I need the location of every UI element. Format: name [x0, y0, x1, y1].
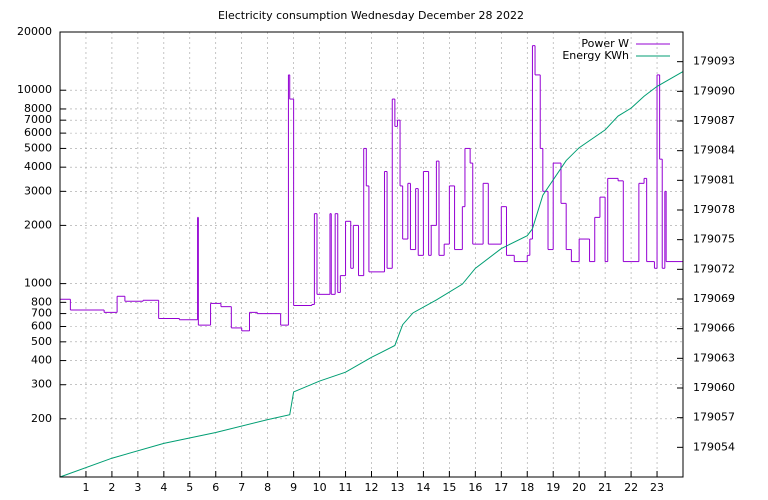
x-tick-label: 23 [650, 481, 664, 494]
y-tick-label: 2000 [24, 218, 52, 231]
x-tick-label: 14 [416, 481, 430, 494]
energy-line [59, 71, 684, 478]
y2-tick-label: 179087 [693, 114, 735, 127]
x-tick-label: 4 [160, 481, 167, 494]
x-tick-label: 18 [520, 481, 534, 494]
x-tick-label: 8 [264, 481, 271, 494]
y2-tick-label: 179072 [693, 262, 735, 275]
y-tick-label: 1000 [24, 277, 52, 290]
y-tick-label: 8000 [24, 102, 52, 115]
y-tick-label: 200 [31, 412, 52, 425]
x-tick-label: 6 [212, 481, 219, 494]
x-tick-label: 5 [186, 481, 193, 494]
y-tick-label: 600 [31, 320, 52, 333]
x-tick-label: 12 [365, 481, 379, 494]
y-tick-label: 400 [31, 354, 52, 367]
x-tick-label: 20 [572, 481, 586, 494]
x-tick-label: 2 [108, 481, 115, 494]
x-tick-label: 19 [546, 481, 560, 494]
chart-title: Electricity consumption Wednesday Decemb… [218, 9, 524, 22]
y-tick-label: 800 [31, 295, 52, 308]
y2-tick-label: 179069 [693, 292, 735, 305]
y-tick-label: 500 [31, 335, 52, 348]
x-tick-label: 13 [390, 481, 404, 494]
y2-tick-label: 179078 [693, 203, 735, 216]
y2-tick-label: 179054 [693, 440, 735, 453]
x-tick-label: 17 [494, 481, 508, 494]
x-tick-label: 7 [238, 481, 245, 494]
y-tick-label: 700 [31, 307, 52, 320]
x-tick-label: 11 [339, 481, 353, 494]
x-tick-label: 21 [598, 481, 612, 494]
y-tick-label: 10000 [17, 83, 52, 96]
x-tick-label: 9 [290, 481, 297, 494]
y2-tick-label: 179060 [693, 381, 735, 394]
legend-label: Energy KWh [562, 49, 629, 62]
y-tick-label: 6000 [24, 126, 52, 139]
legend-label: Power W [581, 37, 629, 50]
y2-tick-label: 179090 [693, 84, 735, 97]
x-tick-label: 1 [82, 481, 89, 494]
y-tick-label: 7000 [24, 113, 52, 126]
x-tick-label: 15 [442, 481, 456, 494]
x-tick-label: 3 [134, 481, 141, 494]
y-tick-label: 20000 [17, 25, 52, 38]
y2-tick-label: 179075 [693, 233, 735, 246]
y-tick-label: 300 [31, 378, 52, 391]
y2-tick-label: 179063 [693, 351, 735, 364]
y2-tick-label: 179081 [693, 173, 735, 186]
y-tick-label: 5000 [24, 141, 52, 154]
y2-tick-label: 179084 [693, 144, 735, 157]
x-tick-label: 10 [313, 481, 327, 494]
plot-border [59, 31, 684, 478]
y2-tick-label: 179066 [693, 322, 735, 335]
y2-tick-label: 179093 [693, 55, 735, 68]
x-tick-label: 16 [468, 481, 482, 494]
y-tick-label: 4000 [24, 160, 52, 173]
y-tick-label: 3000 [24, 184, 52, 197]
x-tick-label: 22 [624, 481, 638, 494]
y2-tick-label: 179057 [693, 411, 735, 424]
